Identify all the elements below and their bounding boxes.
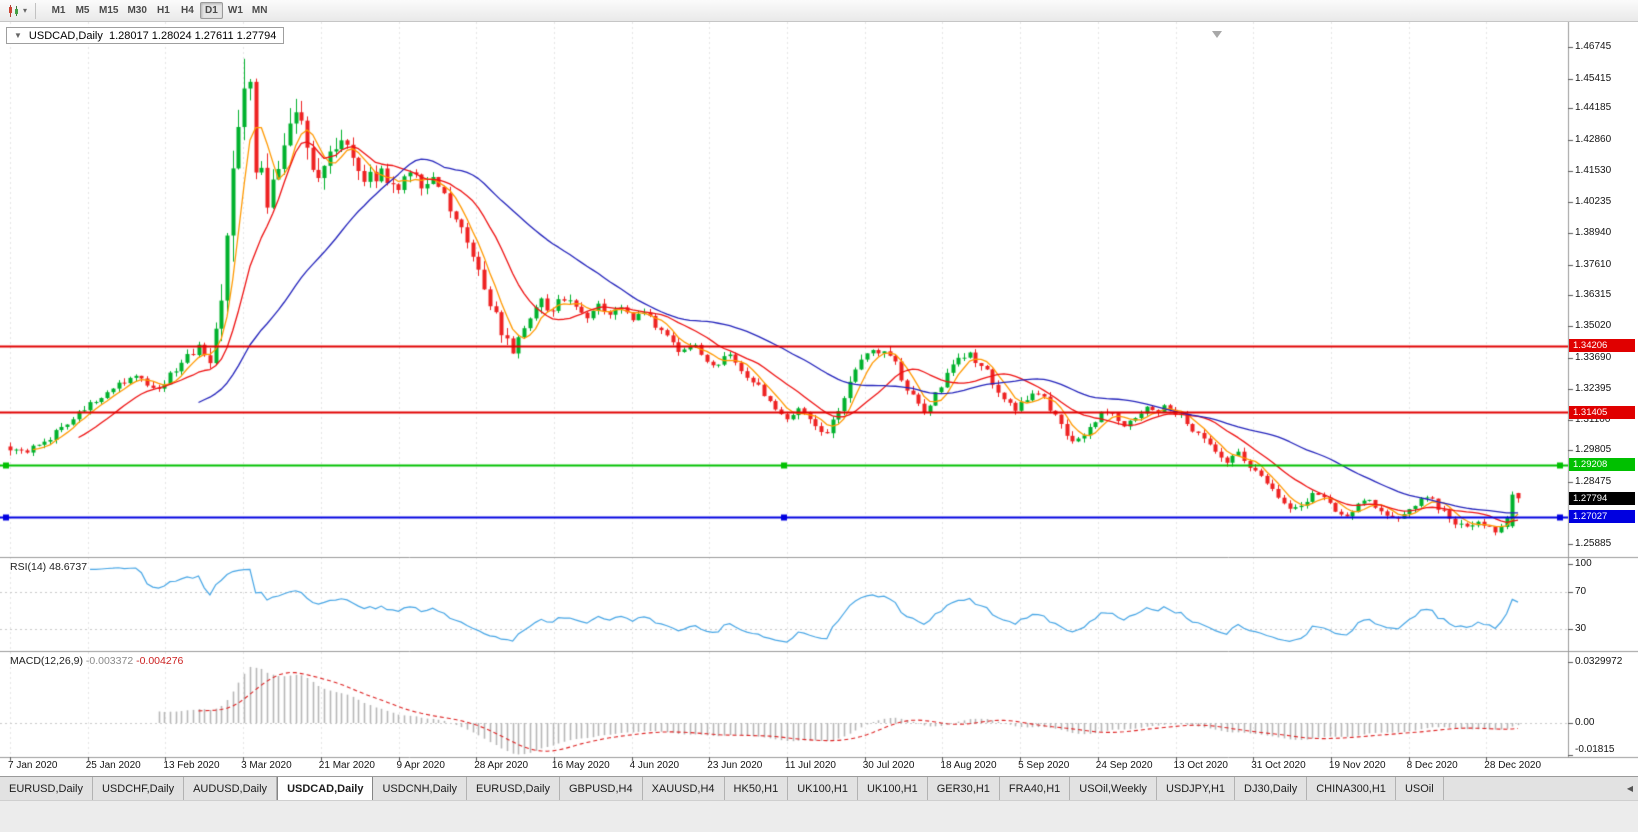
tab-ger30-h1[interactable]: GER30,H1 [927, 777, 1000, 800]
symbol-tab-bar: EURUSD,Daily USDCHF,Daily AUDUSD,Daily USDC… [0, 776, 1638, 800]
tab-usdcad-daily[interactable]: USDCAD,Daily [277, 777, 374, 800]
timeframe-h4-button[interactable]: H4 [181, 5, 194, 16]
symbol-tabs: EURUSD,Daily USDCHF,Daily AUDUSD,Daily USDC… [0, 777, 1622, 800]
timeframe-mn-button[interactable]: MN [251, 5, 268, 16]
chart-shift-marker-icon [1212, 31, 1222, 38]
tab-eurusd-daily[interactable]: EURUSD,Daily [467, 777, 560, 800]
collapse-panel-icon[interactable]: ▼ [14, 30, 22, 40]
timeframe-d1-button[interactable]: D1 [199, 2, 223, 19]
timeframe-h1-button[interactable]: H1 [157, 5, 170, 16]
tab-xauusd-h4[interactable]: XAUUSD,H4 [642, 777, 725, 800]
timeframe-w1-button[interactable]: W1 [227, 5, 243, 16]
timeframe-m30-button[interactable]: M30 [127, 5, 147, 16]
tab-china300-h1[interactable]: CHINA300,H1 [1307, 777, 1396, 800]
tab-uk100-h1[interactable]: UK100,H1 [857, 777, 928, 800]
toolbar-divider [35, 2, 37, 19]
tab-usdchf-daily[interactable]: USDCHF,Daily [92, 777, 185, 800]
tab-hk50-h1[interactable]: HK50,H1 [724, 777, 789, 800]
tab-usoil-weekly[interactable]: USOil,Weekly [1070, 777, 1157, 800]
timeframe-toolbar: M1 M5 M15 M30 H1 H4 D1 W1 MN [47, 2, 271, 19]
tab-dj30-daily[interactable]: DJ30,Daily [1235, 777, 1308, 800]
tab-fra40-h1[interactable]: FRA40,H1 [999, 777, 1071, 800]
chart-title-box[interactable]: ▼ USDCAD,Daily 1.28017 1.28024 1.27611 1… [6, 27, 285, 44]
tab-scroll-left-icon[interactable]: ◀ [1626, 784, 1633, 793]
tab-eurusd-daily[interactable]: EURUSD,Daily [0, 777, 93, 800]
tab-uk100-h1[interactable]: UK100,H1 [788, 777, 858, 800]
timeframe-m15-button[interactable]: M15 [99, 5, 119, 16]
status-strip [0, 800, 1638, 832]
tab-audusd-daily[interactable]: AUDUSD,Daily [184, 777, 278, 800]
chart-title: USDCAD,Daily 1.28017 1.28024 1.27611 1.2… [28, 29, 277, 42]
chart-canvas[interactable] [0, 22, 1638, 776]
candlestick-chart-icon [9, 4, 18, 17]
timeframe-m5-button[interactable]: M5 [75, 5, 90, 16]
tab-usdcnh-daily[interactable]: USDCNH,Daily [373, 777, 468, 800]
top-toolbar: ▾ M1 M5 M15 M30 H1 H4 D1 W1 MN [0, 0, 1638, 22]
timeframe-m1-button[interactable]: M1 [51, 5, 66, 16]
tab-gbpusd-h4[interactable]: GBPUSD,H4 [560, 777, 643, 800]
tab-usdjpy-h1[interactable]: USDJPY,H1 [1156, 777, 1236, 800]
chart-type-button[interactable]: ▾ [4, 3, 30, 19]
tab-usoil[interactable]: USOil [1395, 777, 1444, 800]
chevron-down-icon: ▾ [23, 5, 28, 15]
